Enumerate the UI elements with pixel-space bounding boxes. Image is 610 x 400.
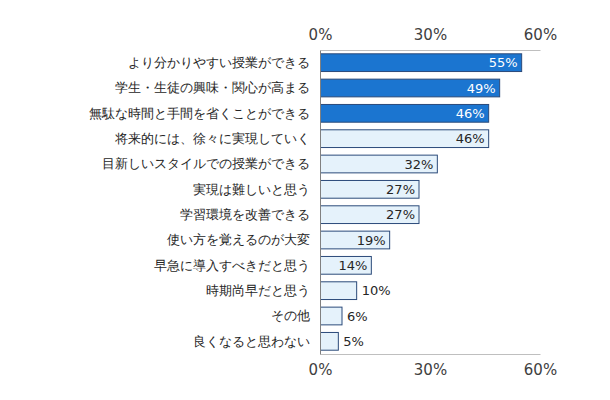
bar (320, 231, 390, 249)
chart-container: 0% 30% 60% 0% 30% 60% より分かりやすい授業ができる学生・生徒の興味・関… (0, 0, 610, 400)
bar (320, 155, 437, 173)
chart-svg: 0% 30% 60% 0% 30% 60% より分かりやすい授業ができる学生・生徒の興味・関… (0, 0, 610, 400)
tick: 無駄な時間と手間を省くことができる (89, 105, 320, 120)
category-label: 学習環境を改善できる (180, 207, 310, 222)
tick-label: 0% (309, 361, 333, 379)
category-label: 無駄な時間と手間を省くことができる (89, 105, 310, 120)
category-label: 時期尚早だと思う (206, 283, 310, 298)
tick: 0% (309, 26, 333, 50)
data-label: 6% (347, 309, 368, 324)
category-label: 良くなると思わない (193, 333, 310, 348)
tick: 実現は難しいと思う (193, 181, 320, 196)
bar (320, 282, 357, 300)
category-label: 将来的には、徐々に実現していく (114, 131, 310, 146)
data-label: 55% (489, 55, 518, 70)
tick: 早急に導入すべきだと思う (154, 257, 320, 272)
bar (320, 256, 371, 274)
tick: 60% (524, 354, 557, 379)
tick-label: 30% (414, 361, 447, 379)
tick: 30% (414, 354, 447, 379)
bar (320, 104, 489, 122)
tick: 良くなると思わない (193, 333, 320, 348)
data-label: 46% (456, 131, 485, 146)
tick: 60% (524, 26, 557, 50)
tick: 30% (414, 26, 447, 50)
bar (320, 79, 500, 97)
data-label: 49% (467, 81, 496, 96)
tick-label: 60% (524, 26, 557, 44)
tick: 時期尚早だと思う (206, 283, 320, 298)
tick-label: 0% (309, 26, 333, 44)
x-axis-bottom: 0% 30% 60% (309, 354, 558, 379)
bar (320, 54, 522, 72)
data-label: 14% (338, 258, 367, 273)
axis-line (320, 51, 321, 355)
bar (320, 180, 419, 198)
data-label: 5% (343, 334, 364, 349)
tick: 目新しいスタイルでの授業ができる (102, 156, 320, 171)
tick: 0% (309, 354, 333, 379)
category-label: 早急に導入すべきだと思う (154, 257, 310, 272)
y-axis: より分かりやすい授業ができる学生・生徒の興味・関心が高まる無駄な時間と手間を省く… (89, 51, 321, 355)
category-label: その他 (271, 308, 310, 323)
category-label: 目新しいスタイルでの授業ができる (102, 156, 310, 171)
plot: 0% 30% 60% 0% 30% 60% より分かりやすい授業ができる学生・生徒の興味・関… (89, 26, 557, 379)
tick: 学生・生徒の興味・関心が高まる (115, 80, 320, 95)
x-axis-top: 0% 30% 60% (309, 26, 558, 51)
data-label: 27% (386, 182, 415, 197)
bar (320, 130, 489, 148)
data-label: 10% (362, 283, 391, 298)
tick-label: 30% (414, 26, 447, 44)
tick: 学習環境を改善できる (180, 207, 320, 222)
data-labels: 55%49%46%46%32%27%27%19%14%10%6%5% (338, 55, 517, 349)
category-label: より分かりやすい授業ができる (128, 55, 310, 70)
bar (320, 206, 419, 224)
tick-label: 60% (524, 361, 557, 379)
axis-line (321, 354, 541, 355)
axis-line (321, 50, 541, 51)
data-label: 19% (357, 233, 386, 248)
tick: 将来的には、徐々に実現していく (114, 131, 320, 146)
tick: 使い方を覚えるのが大変 (167, 232, 320, 247)
bar (320, 307, 342, 325)
category-label: 実現は難しいと思う (193, 181, 310, 196)
data-label: 32% (404, 157, 433, 172)
data-label: 27% (386, 207, 415, 222)
data-label: 46% (456, 106, 485, 121)
bars (320, 54, 522, 350)
category-label: 使い方を覚えるのが大変 (167, 232, 310, 247)
tick: より分かりやすい授業ができる (128, 55, 320, 70)
bar (320, 332, 338, 350)
category-label: 学生・生徒の興味・関心が高まる (115, 80, 310, 95)
tick: その他 (271, 308, 320, 323)
